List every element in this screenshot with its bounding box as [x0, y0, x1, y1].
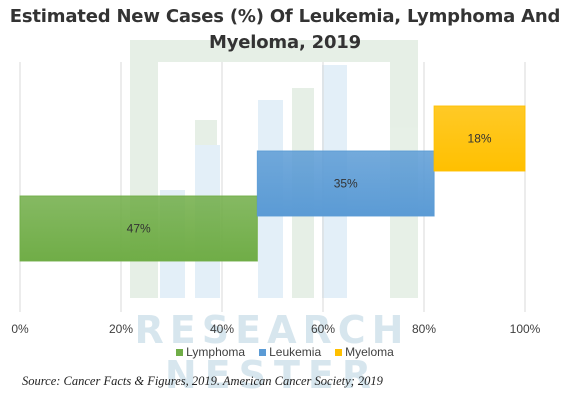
- legend-label: Lymphoma: [186, 345, 246, 359]
- legend-item-leukemia: Leukemia: [259, 345, 321, 359]
- source-note: Source: Cancer Facts & Figures, 2019. Am…: [22, 374, 383, 388]
- bar-myeloma: [433, 105, 526, 172]
- legend-swatch: [335, 348, 343, 356]
- x-tick-label: 80%: [412, 322, 436, 336]
- x-axis-tick-labels: 0% 20% 40% 60% 80% 100%: [11, 322, 540, 336]
- x-tick-label: 0%: [11, 322, 29, 336]
- data-label-myeloma: 18%: [468, 132, 492, 146]
- legend-label: Myeloma: [345, 345, 394, 359]
- legend-item-lymphoma: Lymphoma: [176, 345, 245, 359]
- legend-swatch: [259, 348, 267, 356]
- bar-lymphoma: [19, 195, 258, 262]
- legend: Lymphoma Leukemia Myeloma: [0, 345, 570, 359]
- data-label-leukemia: 35%: [334, 177, 358, 191]
- x-tick-label: 100%: [510, 322, 541, 336]
- x-tick-label: 60%: [311, 322, 335, 336]
- legend-item-myeloma: Myeloma: [335, 345, 394, 359]
- chart-title: Estimated New Cases (%) Of Leukemia, Lym…: [9, 6, 561, 53]
- x-tick-label: 20%: [109, 322, 133, 336]
- legend-swatch: [176, 348, 184, 356]
- bar-leukemia: [256, 150, 435, 217]
- legend-label: Leukemia: [269, 345, 322, 359]
- data-label-lymphoma: 47%: [127, 222, 151, 236]
- x-tick-label: 40%: [210, 322, 234, 336]
- bars: 47% 35% 18%: [19, 105, 526, 262]
